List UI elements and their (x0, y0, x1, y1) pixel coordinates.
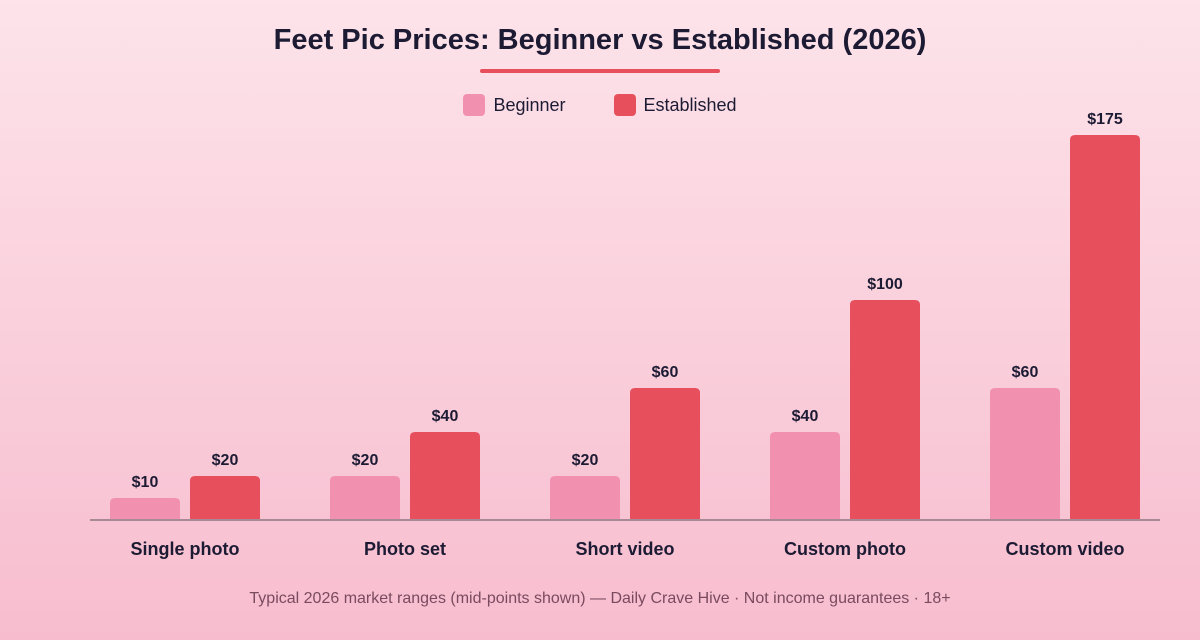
bar-beginner-4 (990, 388, 1060, 520)
legend-label-beginner: Beginner (493, 94, 566, 115)
category-label-3: Custom photo (784, 539, 906, 559)
bar-beginner-2 (550, 476, 620, 520)
bar-established-3 (850, 300, 920, 520)
bar-beginner-1 (330, 476, 400, 520)
chart-title: Feet Pic Prices: Beginner vs Established… (273, 24, 927, 56)
category-label-1: Photo set (364, 539, 446, 559)
legend-item-established: Established (613, 94, 737, 116)
bar-established-4 (1070, 135, 1140, 520)
value-label-established-4: $175 (1087, 111, 1123, 128)
value-label-established-1: $40 (432, 408, 459, 425)
legend-label-established: Established (643, 94, 737, 115)
bar-established-0 (190, 476, 260, 520)
value-label-established-2: $60 (652, 364, 679, 381)
value-label-beginner-3: $40 (792, 408, 819, 425)
bar-beginner-3 (770, 432, 840, 520)
bar-established-1 (410, 432, 480, 520)
legend-item-beginner: Beginner (463, 94, 566, 116)
value-label-beginner-2: $20 (572, 452, 599, 469)
value-label-beginner-0: $10 (132, 474, 159, 491)
legend: Beginner Established (0, 94, 1200, 116)
category-label-4: Custom video (1005, 539, 1124, 559)
value-label-beginner-1: $20 (352, 452, 379, 469)
category-label-0: Single photo (131, 539, 240, 559)
value-label-established-3: $100 (867, 276, 903, 293)
value-label-beginner-4: $60 (1012, 364, 1039, 381)
legend-swatch-beginner (463, 94, 486, 116)
bar-established-2 (630, 388, 700, 520)
legend-swatch-established (613, 94, 636, 116)
footnote: Typical 2026 market ranges (mid-points s… (249, 590, 951, 607)
category-label-2: Short video (575, 539, 674, 559)
bar-beginner-0 (110, 498, 180, 520)
value-label-established-0: $20 (212, 452, 239, 469)
title-underline (480, 69, 720, 73)
